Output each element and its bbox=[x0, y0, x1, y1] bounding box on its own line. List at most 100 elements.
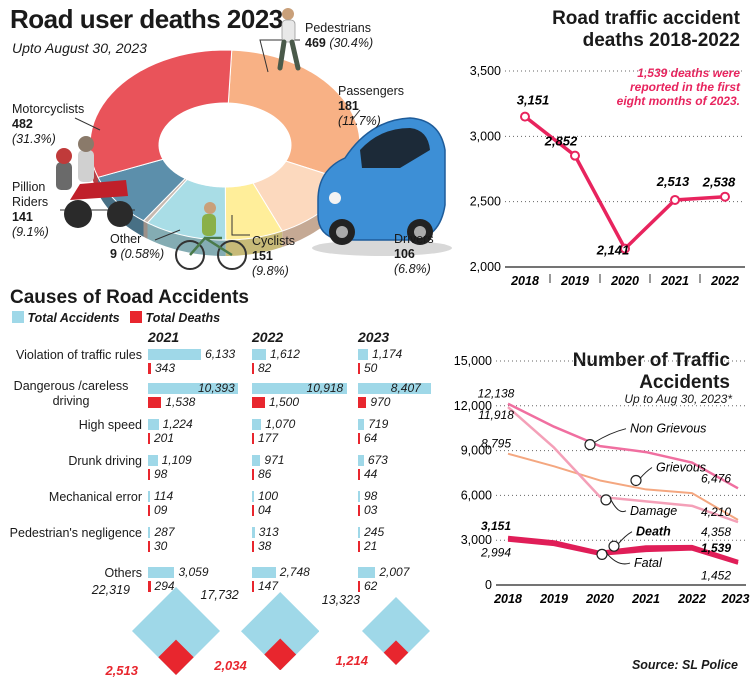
acc-xtick: 2020 bbox=[585, 592, 614, 606]
bar-total-accidents bbox=[358, 527, 361, 538]
bar-total-accidents bbox=[148, 349, 202, 360]
trend-xtick: 2020 bbox=[610, 274, 639, 288]
value-total-accidents: 114 bbox=[154, 489, 174, 503]
acc-ytick: 6,000 bbox=[461, 488, 492, 502]
trend-xtick: 2018 bbox=[510, 274, 539, 288]
donut-title: Road user deaths 2023 bbox=[10, 4, 283, 34]
acc-series-label: Non Grievous bbox=[630, 422, 706, 436]
bar-total-accidents bbox=[148, 383, 238, 394]
legend-deaths-label: Total Deaths bbox=[145, 311, 221, 325]
bar-total-deaths bbox=[148, 505, 150, 516]
bar-total-accidents bbox=[252, 527, 255, 538]
trend-xtick: 2019 bbox=[560, 274, 589, 288]
bar-total-accidents bbox=[148, 491, 150, 502]
value-total-deaths: 1,500 bbox=[268, 395, 300, 409]
bar-total-deaths bbox=[252, 541, 254, 552]
value-total-accidents: 6,133 bbox=[205, 347, 236, 361]
value-total-accidents: 1,224 bbox=[162, 417, 193, 431]
causes-title: Causes of Road Accidents bbox=[10, 287, 249, 308]
acc-callout-dot bbox=[584, 439, 596, 451]
legend-total-label: Total Accidents bbox=[27, 311, 120, 325]
value-total-deaths: 294 bbox=[154, 579, 175, 593]
bar-total-deaths bbox=[252, 433, 254, 444]
label-drivers: Drivers 106 (6.8%) bbox=[394, 232, 434, 276]
bar-total-deaths bbox=[358, 505, 360, 516]
source-note: Source: SL Police bbox=[631, 658, 738, 672]
bar-total-accidents bbox=[148, 527, 151, 538]
value-total-deaths: 970 bbox=[370, 395, 391, 409]
bar-total-deaths bbox=[148, 541, 150, 552]
donut-slice-motorcyclists bbox=[89, 49, 233, 178]
bar-total-deaths bbox=[148, 397, 162, 408]
trend-point bbox=[520, 111, 530, 122]
donut-chart bbox=[56, 8, 452, 270]
value-total-accidents: 1,612 bbox=[269, 347, 300, 361]
acc-value-label: 12,138 bbox=[478, 387, 515, 401]
acc-ytick: 0 bbox=[485, 578, 492, 592]
value-total-accidents: 719 bbox=[368, 417, 389, 431]
value-total-deaths: 03 bbox=[364, 503, 378, 517]
bar-total-deaths bbox=[148, 363, 151, 374]
value-total-deaths: 44 bbox=[364, 467, 378, 481]
trend-ytick: 2,000 bbox=[470, 260, 501, 274]
value-total-deaths: 177 bbox=[258, 431, 279, 445]
trend-xtick: 2021 bbox=[660, 274, 689, 288]
bar-total-deaths bbox=[252, 397, 265, 408]
bar-total-deaths bbox=[358, 433, 360, 444]
accidents-title: Number of Traffic Accidents bbox=[572, 350, 730, 393]
acc-value-label: 1,452 bbox=[701, 568, 731, 582]
cyclist-figure bbox=[175, 202, 247, 270]
total-accidents-value: 13,323 bbox=[321, 593, 360, 607]
value-total-deaths: 201 bbox=[154, 431, 175, 445]
value-total-deaths: 343 bbox=[154, 361, 175, 375]
total-accidents-value: 17,732 bbox=[200, 587, 239, 602]
acc-callout-dot bbox=[608, 540, 620, 552]
bar-total-accidents bbox=[358, 419, 365, 430]
acc-line-fatal bbox=[507, 538, 739, 565]
leader-other bbox=[154, 229, 181, 241]
value-total-accidents: 971 bbox=[264, 453, 285, 467]
trend-value-label: 3,151 bbox=[517, 93, 550, 108]
bar-total-deaths bbox=[358, 581, 360, 592]
bar-total-deaths bbox=[358, 397, 367, 408]
value-total-deaths: 98 bbox=[154, 467, 168, 481]
label-passengers: Passengers 181 (11.7%) bbox=[338, 84, 405, 128]
total-deaths-value: 2,034 bbox=[214, 658, 247, 674]
label-cyclists: Cyclists 151 (9.8%) bbox=[252, 234, 296, 278]
acc-xtick: 2018 bbox=[493, 592, 522, 606]
value-total-deaths: 30 bbox=[154, 539, 168, 553]
donut-wall-4 bbox=[143, 220, 148, 239]
acc-value-label: 11,918 bbox=[478, 408, 514, 422]
value-total-deaths: 64 bbox=[364, 431, 378, 445]
value-total-accidents: 3,059 bbox=[178, 565, 209, 579]
cause-label: Pedestrian's negligence bbox=[9, 526, 142, 540]
value-total-accidents: 1,070 bbox=[265, 417, 296, 431]
bar-total-accidents bbox=[252, 349, 266, 360]
acc-series-label: Damage bbox=[630, 504, 677, 518]
value-total-deaths: 1,538 bbox=[165, 395, 196, 409]
total-accidents-value: 22,319 bbox=[91, 583, 130, 597]
value-total-accidents: 1,174 bbox=[372, 347, 403, 361]
acc-callout-dot bbox=[630, 474, 642, 487]
total-accidents-diamond bbox=[362, 597, 430, 665]
acc-ytick: 15,000 bbox=[454, 354, 492, 368]
trend-value-label: 2,852 bbox=[544, 134, 578, 149]
year-header: 2021 bbox=[148, 329, 180, 345]
trend-chart: 2,000 2,500 3,000 3,500 2018 2019 2020 2021 2022… bbox=[470, 64, 745, 288]
bar-total-accidents bbox=[252, 383, 347, 394]
value-total-accidents: 10,393 bbox=[198, 381, 235, 395]
bar-total-accidents bbox=[148, 567, 175, 578]
bar-total-deaths bbox=[252, 363, 254, 374]
value-total-deaths: 09 bbox=[154, 503, 168, 517]
bar-total-deaths bbox=[252, 581, 254, 592]
value-total-accidents: 2,748 bbox=[279, 565, 310, 579]
acc-value-label: 4,358 bbox=[701, 525, 731, 539]
acc-line-damage bbox=[507, 406, 739, 524]
acc-callout-dot bbox=[596, 548, 608, 560]
value-total-accidents: 2,007 bbox=[379, 565, 410, 579]
value-total-accidents: 100 bbox=[258, 489, 279, 503]
bar-total-accidents bbox=[252, 419, 262, 430]
cause-label: Others bbox=[104, 566, 142, 580]
year-header: 2022 bbox=[252, 329, 284, 345]
value-total-accidents: 313 bbox=[258, 525, 279, 539]
